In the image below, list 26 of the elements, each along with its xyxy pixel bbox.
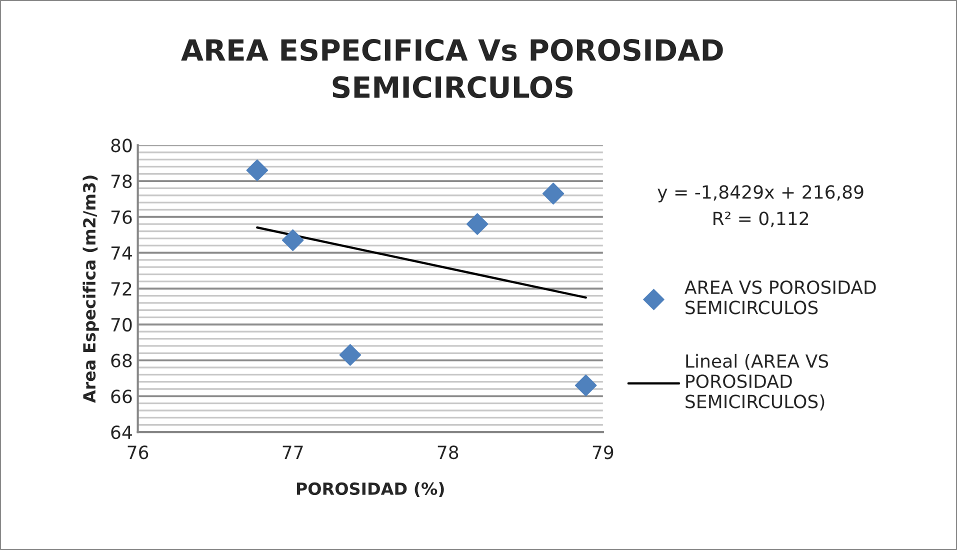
x-tick-label: 76 bbox=[128, 446, 148, 460]
x-axis-title: POROSIDAD (%) bbox=[296, 482, 444, 497]
y-tick-label: 72 bbox=[111, 282, 132, 296]
y-axis-title: Area Especifica (m2/m3) bbox=[82, 176, 99, 403]
text: R² = 0,112 bbox=[714, 212, 808, 228]
legend-label: Lineal (AREA VS POROSIDAD SEMICIRCULOS) bbox=[686, 354, 828, 410]
x-tick-label: 77 bbox=[282, 446, 303, 459]
x-tick-label: 79 bbox=[592, 446, 614, 460]
point bbox=[574, 374, 597, 396]
text: y = -1,8429x + 216,89 bbox=[658, 185, 864, 202]
y-tick-label: 68 bbox=[111, 354, 132, 368]
x-tick-label: 78 bbox=[438, 446, 458, 460]
legend-label: AREA VS POROSIDAD SEMICIRCULOS bbox=[684, 280, 876, 314]
y-tick-label: 66 bbox=[111, 390, 132, 404]
y-tick-label: 64 bbox=[111, 425, 132, 440]
point bbox=[282, 229, 304, 252]
y-tick-label: 76 bbox=[111, 210, 132, 224]
point bbox=[466, 213, 488, 235]
point bbox=[339, 344, 362, 366]
point bbox=[542, 182, 564, 204]
y-tick-label: 74 bbox=[111, 246, 132, 260]
y-tick-label: 78 bbox=[111, 174, 132, 188]
y-tick-label: 70 bbox=[111, 318, 132, 332]
chart-title: AREA ESPECIFICA Vs POROSIDAD SEMICIRCULOS bbox=[181, 39, 723, 98]
y-tick-label: 80 bbox=[111, 138, 132, 152]
point bbox=[246, 159, 268, 182]
